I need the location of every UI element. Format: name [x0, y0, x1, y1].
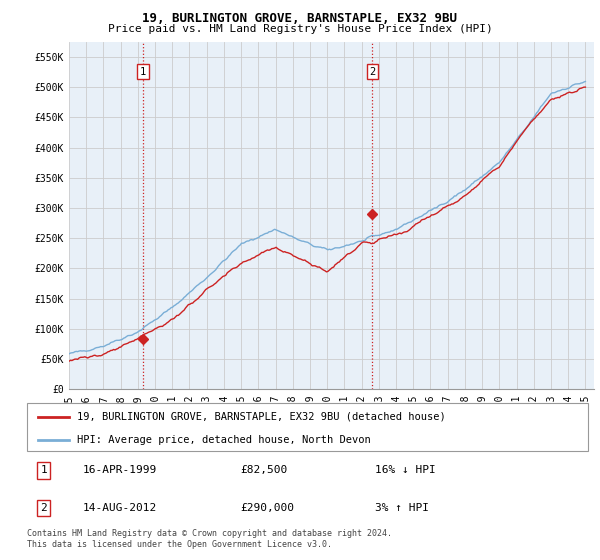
Text: HPI: Average price, detached house, North Devon: HPI: Average price, detached house, Nort… — [77, 435, 371, 445]
Text: 14-AUG-2012: 14-AUG-2012 — [83, 503, 157, 513]
Text: 19, BURLINGTON GROVE, BARNSTAPLE, EX32 9BU (detached house): 19, BURLINGTON GROVE, BARNSTAPLE, EX32 9… — [77, 412, 446, 422]
Text: Price paid vs. HM Land Registry's House Price Index (HPI): Price paid vs. HM Land Registry's House … — [107, 24, 493, 34]
Text: 19, BURLINGTON GROVE, BARNSTAPLE, EX32 9BU: 19, BURLINGTON GROVE, BARNSTAPLE, EX32 9… — [143, 12, 458, 25]
Text: 1: 1 — [140, 67, 146, 77]
Text: 1: 1 — [40, 465, 47, 475]
Text: 16% ↓ HPI: 16% ↓ HPI — [375, 465, 436, 475]
Text: 3% ↑ HPI: 3% ↑ HPI — [375, 503, 429, 513]
Text: £290,000: £290,000 — [240, 503, 294, 513]
Text: £82,500: £82,500 — [240, 465, 287, 475]
FancyBboxPatch shape — [27, 403, 588, 451]
Text: 16-APR-1999: 16-APR-1999 — [83, 465, 157, 475]
Text: 2: 2 — [40, 503, 47, 513]
Text: 2: 2 — [369, 67, 376, 77]
Text: Contains HM Land Registry data © Crown copyright and database right 2024.
This d: Contains HM Land Registry data © Crown c… — [27, 529, 392, 549]
